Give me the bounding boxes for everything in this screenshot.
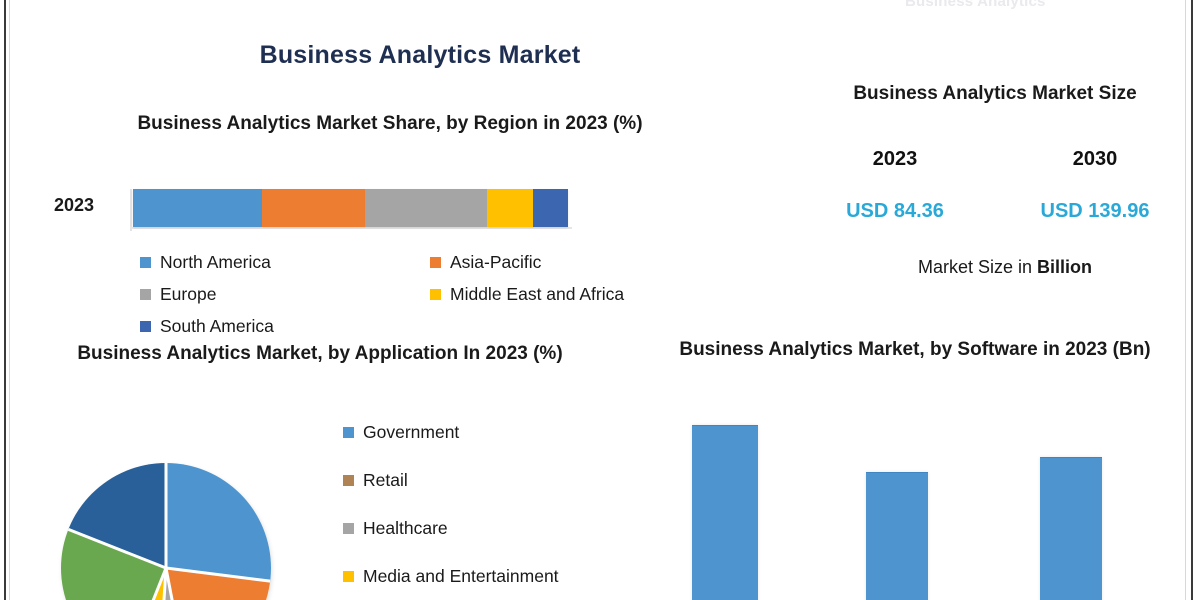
legend-swatch-icon <box>430 289 441 300</box>
application-legend-item: Government <box>343 422 459 443</box>
application-legend-label: Retail <box>363 470 408 490</box>
market-size-title: Business Analytics Market Size <box>853 83 1137 104</box>
market-size-unit-note: Market Size in Billion <box>820 257 1190 278</box>
region-legend-label: South America <box>160 316 274 336</box>
legend-swatch-icon <box>140 289 151 300</box>
region-legend-item: Europe <box>140 284 216 305</box>
region-bar-category-label: 2023 <box>54 195 95 215</box>
region-legend-item: Asia-Pacific <box>430 252 541 273</box>
market-size-value-2030: USD 139.96 <box>1040 200 1150 222</box>
market-size-unit-prefix: Market Size in <box>917 257 1038 277</box>
legend-swatch-icon <box>343 571 354 582</box>
page-title: Business Analytics Market <box>259 41 581 69</box>
region-legend-label: Europe <box>160 284 217 304</box>
software-chart-title: Business Analytics Market, by Software i… <box>679 339 1151 360</box>
legend-swatch-icon <box>140 321 151 332</box>
frame-border-right-faint <box>1185 0 1186 600</box>
region-chart-title: Business Analytics Market Share, by Regi… <box>137 113 643 134</box>
region-legend-item: South America <box>140 316 274 337</box>
frame-border-right <box>1191 0 1193 600</box>
application-legend-label: Government <box>363 422 460 442</box>
region-bar-baseline <box>130 227 572 229</box>
region-stacked-bar <box>133 189 568 227</box>
market-size-year-2030: 2030 <box>1072 148 1118 170</box>
region-bar-segment <box>365 189 488 227</box>
region-legend-label: Middle East and Africa <box>450 284 625 304</box>
software-bar <box>1040 457 1102 600</box>
region-bar-axis-tick <box>130 189 132 231</box>
market-size-value-2023: USD 84.36 <box>846 200 944 222</box>
application-legend-label: Media and Entertainment <box>363 566 559 586</box>
region-legend-item: North America <box>140 252 271 273</box>
legend-swatch-icon <box>343 523 354 534</box>
application-pie-chart <box>61 463 271 600</box>
software-bar <box>692 425 758 600</box>
legend-swatch-icon <box>343 427 354 438</box>
region-bar-segment <box>133 189 263 227</box>
frame-border-left <box>4 0 6 600</box>
application-legend-item: Healthcare <box>343 518 448 539</box>
region-bar-segment <box>262 189 366 227</box>
region-bar-segment <box>532 189 568 227</box>
application-legend-item: Retail <box>343 470 408 491</box>
market-size-unit-value: Billion <box>1037 257 1093 277</box>
pie-slice-separators <box>67 463 271 600</box>
region-bar-segment <box>487 189 533 227</box>
legend-swatch-icon <box>430 257 441 268</box>
region-legend-item: Middle East and Africa <box>430 284 624 305</box>
application-chart-title: Business Analytics Market, by Applicatio… <box>77 343 563 364</box>
software-bar <box>866 472 928 600</box>
region-legend-label: North America <box>160 252 271 272</box>
legend-swatch-icon <box>140 257 151 268</box>
frame-border-left-faint <box>9 0 10 600</box>
legend-swatch-icon <box>343 475 354 486</box>
application-legend-item: Media and Entertainment <box>343 566 559 587</box>
market-size-year-2023: 2023 <box>872 148 918 170</box>
clipped-top-text: Business Analytics <box>905 0 1046 10</box>
application-legend-label: Healthcare <box>363 518 448 538</box>
region-legend-label: Asia-Pacific <box>450 252 542 272</box>
